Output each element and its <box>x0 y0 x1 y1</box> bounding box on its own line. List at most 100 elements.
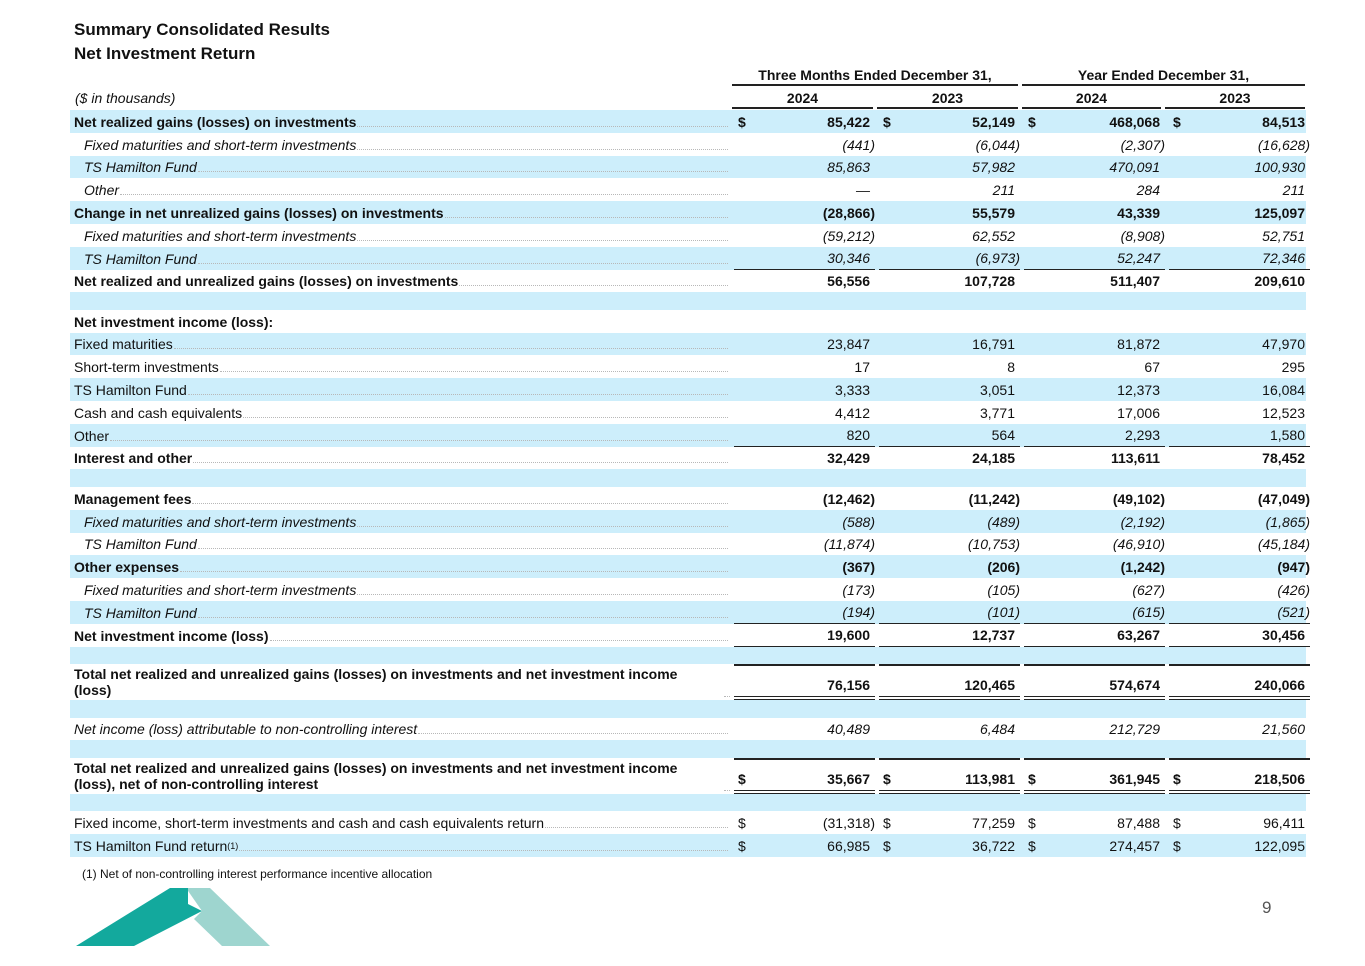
row-label: Fixed maturities <box>70 333 730 356</box>
value: 52,751 <box>1262 227 1305 244</box>
dot-leader <box>418 733 728 735</box>
dollar-sign: $ <box>738 815 746 832</box>
value: 55,579 <box>972 204 1015 221</box>
value-cell: (11,874) <box>734 533 875 556</box>
value-cell: 284 <box>1024 178 1165 201</box>
value: (11,242) <box>968 490 1020 507</box>
value: (6,973) <box>975 249 1020 266</box>
value-cell: (2,307) <box>1024 133 1165 156</box>
value: 85,863 <box>827 159 870 176</box>
value-cell: 211 <box>879 178 1020 201</box>
dot-leader <box>243 416 728 418</box>
value-cell: (426) <box>1169 578 1310 601</box>
row-label-text: Fixed maturities and short-term investme… <box>84 227 357 244</box>
value: 468,068 <box>1109 113 1160 130</box>
footnote-ref: (1) <box>227 840 239 851</box>
dot-leader <box>193 462 728 464</box>
value-cell: 30,346 <box>734 247 875 270</box>
value-cell: 212,729 <box>1024 718 1165 741</box>
table-row: Change in net unrealized gains (losses) … <box>70 201 1306 224</box>
logo-light-shape <box>186 888 270 946</box>
table-row: Other expenses (367) (206) (1,242) (947) <box>70 555 1310 579</box>
value: (441) <box>842 136 875 153</box>
value-cell: 40,489 <box>734 718 875 741</box>
table-row: Other — 211 284 211 <box>70 178 1306 201</box>
row-label-text: Net investment income (loss) <box>74 627 269 644</box>
value-cell: (6,973) <box>879 247 1020 270</box>
value: (6,044) <box>975 136 1020 153</box>
table-row: Net realized gains (losses) on investmen… <box>70 110 1306 133</box>
value: 85,422 <box>827 113 870 130</box>
value-cell: $52,149 <box>879 110 1020 133</box>
value: (10,753) <box>967 536 1020 553</box>
value: (2,192) <box>1120 513 1165 530</box>
value-cell: 32,429 <box>734 447 875 470</box>
table-row: Fixed maturities and short-term investme… <box>70 133 1310 156</box>
value: (173) <box>842 581 875 598</box>
dollar-sign: $ <box>1028 770 1036 787</box>
row-label-text: Other <box>74 427 110 444</box>
row-label: TS Hamilton Fund <box>70 378 730 401</box>
dot-leader <box>239 849 728 851</box>
value-cell: 120,465 <box>879 664 1020 701</box>
table-row: TS Hamilton Fund (11,874) (10,753) (46,910)… <box>70 533 1310 556</box>
value: 122,095 <box>1254 837 1305 854</box>
row-label: Total net realized and unrealized gains … <box>70 758 730 794</box>
value-cell: 55,579 <box>879 201 1020 224</box>
value-cell: 30,456 <box>1169 624 1310 647</box>
dot-leader <box>197 171 728 173</box>
value: 72,346 <box>1262 249 1305 266</box>
value-cell: (101) <box>879 601 1020 624</box>
value: (588) <box>842 513 875 530</box>
dot-leader <box>724 696 730 698</box>
value-cell: $77,259 <box>879 811 1020 834</box>
value: 120,465 <box>964 677 1015 694</box>
value-cell: 820 <box>734 424 875 447</box>
row-label: Fixed maturities and short-term investme… <box>70 578 730 601</box>
dot-leader <box>357 239 728 241</box>
value-cell: 17 <box>734 355 875 378</box>
value-cell: 125,097 <box>1169 201 1310 224</box>
value: 16,084 <box>1262 382 1305 399</box>
value: 56,556 <box>827 273 870 290</box>
units-label: ($ in thousands) <box>75 90 176 106</box>
value: (49,102) <box>1112 490 1165 507</box>
row-label: TS Hamilton Fund <box>70 247 730 270</box>
table-row: TS Hamilton Fund (194) (101) (615) (521) <box>70 600 1310 624</box>
value-cell: 62,552 <box>879 224 1020 247</box>
row-label-text: TS Hamilton Fund <box>84 604 197 621</box>
value-cell: 47,970 <box>1169 333 1310 356</box>
value: (12,462) <box>822 490 875 507</box>
row-label-text: Fixed maturities and short-term investme… <box>84 136 357 153</box>
dot-leader <box>180 571 728 573</box>
value-cell <box>734 310 875 333</box>
value-cell: (2,192) <box>1024 510 1165 533</box>
row-label-text: TS Hamilton Fund return <box>74 837 228 854</box>
value: 17 <box>854 359 870 376</box>
row-label: Fixed maturities and short-term investme… <box>70 224 730 247</box>
value-cell: 56,556 <box>734 270 875 293</box>
value-cell: 63,267 <box>1024 624 1165 647</box>
value: 12,523 <box>1262 404 1305 421</box>
row-label: Other <box>70 178 730 201</box>
dollar-sign: $ <box>738 837 746 854</box>
value: 3,051 <box>979 382 1015 399</box>
value: 295 <box>1281 359 1305 376</box>
value: 574,674 <box>1109 677 1160 694</box>
row-label-text: TS Hamilton Fund <box>74 382 187 399</box>
year-header: 2024 <box>732 89 873 109</box>
value: 820 <box>846 426 870 443</box>
table-row: Interest and other 32,429 24,185 113,611 78,… <box>70 447 1306 470</box>
value: (8,908) <box>1120 227 1165 244</box>
value: 43,339 <box>1117 204 1160 221</box>
row-label: Cash and cash equivalents <box>70 401 730 424</box>
row-label: Change in net unrealized gains (losses) … <box>70 201 730 224</box>
footnote: (1) Net of non-controlling interest perf… <box>82 867 433 881</box>
dot-leader <box>187 394 728 396</box>
value: 211 <box>1282 182 1305 199</box>
row-label: Fixed maturities and short-term investme… <box>70 133 730 156</box>
value: 52,247 <box>1117 249 1160 266</box>
value-cell: $66,985 <box>734 834 875 857</box>
dot-leader <box>110 439 728 441</box>
dot-leader <box>219 371 728 373</box>
